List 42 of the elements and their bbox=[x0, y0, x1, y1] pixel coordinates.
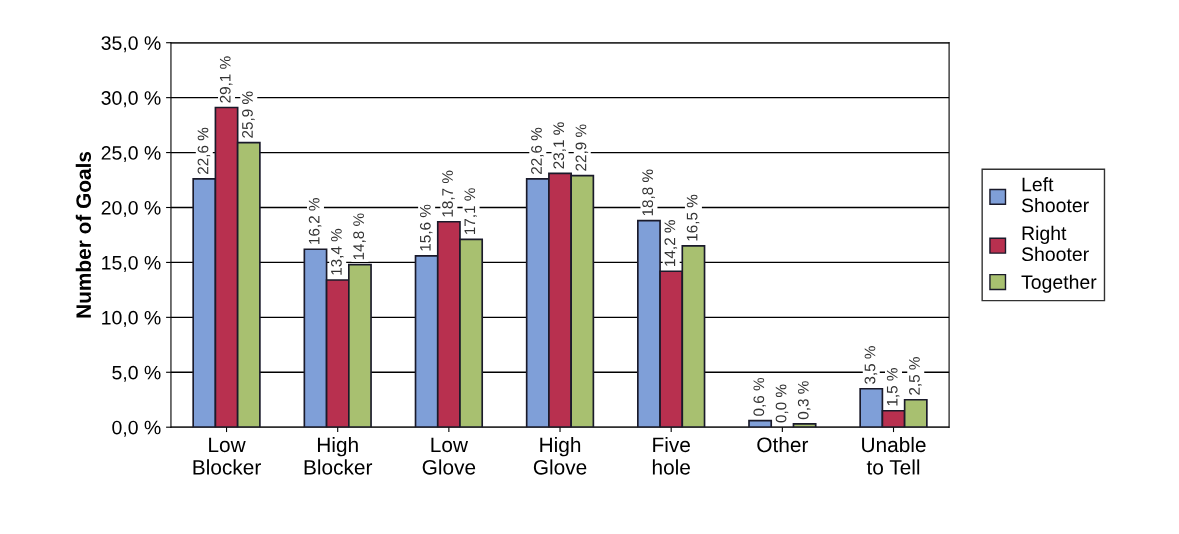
x-tick-label: Unable to Tell bbox=[862, 436, 926, 475]
data-label: 1,5 % bbox=[886, 368, 900, 406]
y-tick-label: 25,0 % bbox=[101, 146, 161, 163]
x-tick-label: Low Blocker bbox=[193, 437, 261, 475]
y-tick-label: 15,0 % bbox=[102, 255, 161, 272]
data-label: 13,4 % bbox=[330, 228, 344, 275]
data-label: 22,6 % bbox=[197, 127, 211, 174]
x-tick-label: Other bbox=[757, 436, 809, 453]
data-label: 25,9 % bbox=[242, 91, 255, 138]
x-tick-label: High Glove bbox=[533, 436, 587, 475]
bar bbox=[792, 423, 817, 428]
legend-label: Together bbox=[1021, 274, 1097, 293]
y-tick-label: 5,0 % bbox=[112, 365, 161, 382]
legend-label: Right Shooter bbox=[1021, 225, 1089, 262]
x-tick-label: Five hole bbox=[652, 436, 690, 475]
data-label: 22,6 % bbox=[531, 127, 544, 174]
data-label: 23,1 % bbox=[553, 122, 566, 169]
y-tick-label: 35,0 % bbox=[101, 36, 161, 53]
data-label: 14,2 % bbox=[664, 220, 678, 266]
data-label: 0,6 % bbox=[753, 377, 767, 416]
bar bbox=[748, 419, 773, 428]
y-tick-label: 30,0 % bbox=[101, 91, 161, 108]
data-label: 2,5 % bbox=[909, 357, 922, 395]
data-label: 14,8 % bbox=[353, 213, 366, 260]
data-label: 18,7 % bbox=[442, 170, 455, 217]
y-tick-label: 20,0 % bbox=[101, 200, 161, 218]
legend-label: Left Shooter bbox=[1021, 177, 1089, 213]
data-label: 3,5 % bbox=[864, 346, 878, 384]
x-tick-label: Low Glove bbox=[422, 437, 476, 475]
data-label: 15,6 % bbox=[419, 204, 433, 251]
y-tick-label: 10,0 % bbox=[102, 310, 161, 327]
data-label: 22,9 % bbox=[575, 124, 589, 171]
data-label: 0,0 % bbox=[775, 384, 789, 423]
y-axis-title: Number of Goals bbox=[75, 151, 92, 318]
x-tick-label: High Blocker bbox=[304, 436, 373, 475]
y-tick-label: 0,0 % bbox=[112, 420, 161, 437]
data-label: 29,1 % bbox=[219, 56, 233, 103]
data-label: 17,1 % bbox=[464, 188, 477, 235]
data-label: 16,2 % bbox=[308, 198, 322, 244]
data-label: 18,8 % bbox=[642, 169, 655, 216]
data-label: 0,3 % bbox=[797, 381, 811, 420]
data-label: 16,5 % bbox=[686, 194, 700, 241]
